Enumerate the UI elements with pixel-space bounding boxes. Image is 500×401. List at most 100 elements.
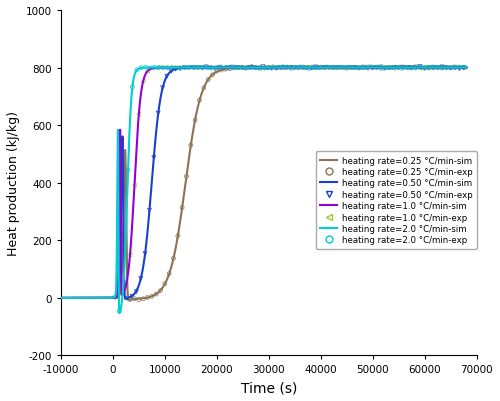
- Point: [220, 66, 228, 73]
- Point: [460, 65, 468, 71]
- Point: [321, 65, 329, 71]
- Point: [170, 65, 178, 71]
- Point: [113, 292, 121, 298]
- Point: [150, 65, 158, 71]
- Point: [205, 65, 213, 72]
- Point: [360, 65, 368, 72]
- Point: [456, 65, 464, 71]
- Point: [390, 65, 398, 72]
- Point: [115, 286, 123, 293]
- Point: [346, 65, 354, 71]
- Point: [429, 65, 437, 71]
- Point: [124, 296, 132, 302]
- Point: [367, 65, 375, 71]
- Point: [188, 65, 196, 71]
- Point: [194, 65, 202, 71]
- Point: [386, 65, 394, 72]
- Point: [306, 65, 314, 71]
- Point: [139, 79, 147, 85]
- Point: [281, 65, 289, 71]
- Point: [152, 291, 160, 298]
- Point: [316, 65, 324, 71]
- Point: [298, 65, 306, 71]
- Point: [300, 65, 308, 72]
- Point: [372, 65, 380, 71]
- Point: [144, 295, 152, 301]
- Point: [252, 65, 260, 72]
- Point: [182, 65, 190, 71]
- Point: [128, 84, 136, 91]
- Point: [244, 65, 252, 72]
- Point: [360, 65, 368, 71]
- Point: [333, 65, 341, 72]
- Point: [416, 65, 424, 71]
- Point: [282, 65, 290, 72]
- Point: [350, 65, 358, 72]
- Point: [318, 65, 326, 71]
- Point: [276, 65, 284, 71]
- Point: [243, 65, 251, 71]
- Point: [430, 65, 438, 72]
- Point: [411, 66, 419, 72]
- Point: [324, 65, 332, 71]
- Point: [378, 66, 386, 72]
- Point: [200, 65, 208, 71]
- Point: [446, 65, 454, 72]
- Point: [204, 77, 212, 84]
- Point: [276, 65, 283, 71]
- Point: [402, 66, 410, 72]
- Point: [300, 65, 308, 71]
- Point: [456, 65, 464, 71]
- Point: [268, 66, 276, 72]
- Point: [213, 69, 221, 75]
- Point: [132, 289, 140, 295]
- Point: [434, 65, 442, 71]
- Point: [120, 279, 128, 286]
- Point: [285, 65, 293, 71]
- Point: [394, 65, 402, 71]
- Point: [416, 64, 424, 71]
- Point: [165, 271, 173, 277]
- Point: [156, 65, 164, 71]
- Point: [266, 64, 274, 71]
- Point: [178, 65, 186, 71]
- Point: [327, 65, 335, 71]
- Point: [254, 66, 262, 72]
- Point: [271, 65, 279, 71]
- Point: [166, 65, 173, 72]
- Point: [266, 65, 274, 72]
- Point: [183, 65, 191, 72]
- Point: [402, 65, 410, 71]
- Point: [390, 66, 398, 73]
- Point: [141, 251, 149, 257]
- Point: [398, 66, 406, 72]
- Point: [130, 296, 138, 302]
- Point: [438, 65, 446, 72]
- Point: [186, 65, 194, 71]
- Point: [292, 65, 300, 71]
- Point: [244, 65, 252, 72]
- Point: [199, 65, 207, 72]
- Point: [425, 65, 433, 71]
- Point: [376, 65, 384, 71]
- Point: [208, 73, 216, 79]
- Point: [352, 65, 360, 72]
- Point: [176, 66, 184, 73]
- Point: [355, 66, 363, 72]
- Point: [204, 66, 212, 72]
- Point: [308, 65, 316, 71]
- Point: [310, 65, 318, 72]
- Point: [317, 65, 325, 71]
- Point: [278, 64, 286, 71]
- Point: [294, 65, 302, 72]
- Point: [237, 65, 245, 71]
- Point: [122, 174, 130, 181]
- Point: [442, 65, 450, 72]
- Point: [302, 65, 310, 71]
- Point: [256, 65, 264, 72]
- Point: [274, 65, 281, 72]
- Point: [354, 65, 362, 71]
- Point: [117, 269, 125, 275]
- Point: [429, 65, 437, 71]
- Point: [206, 65, 214, 72]
